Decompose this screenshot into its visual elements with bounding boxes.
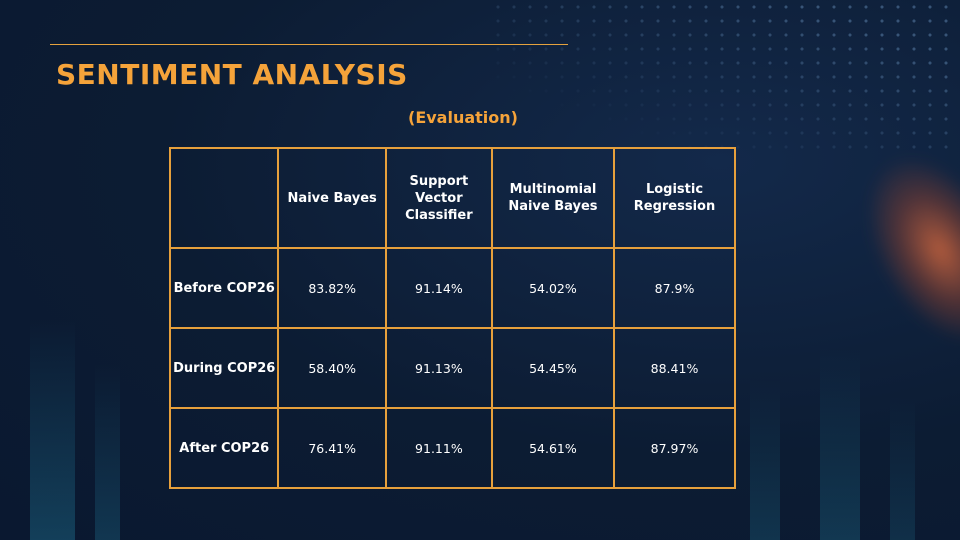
dot-pattern-decoration	[490, 0, 960, 150]
table-cell: 58.40%	[277, 327, 387, 409]
table-corner-cell	[168, 147, 280, 249]
table-cell: 54.61%	[490, 407, 615, 489]
column-header-multinomial-naive-bayes: Multinomial Naive Bayes	[490, 147, 615, 249]
table-cell: 87.97%	[612, 407, 737, 489]
table-row: Before COP26 83.82% 91.14% 54.02% 87.9%	[168, 247, 737, 329]
table-cell: 91.14%	[384, 247, 493, 329]
row-header-during: During COP26	[168, 327, 280, 409]
table-header-row: Naive Bayes Support Vector Classifier Mu…	[168, 147, 737, 249]
evaluation-table: Naive Bayes Support Vector Classifier Mu…	[168, 147, 737, 489]
column-header-support-vector-classifier: Support Vector Classifier	[384, 147, 493, 249]
table-row: After COP26 76.41% 91.11% 54.61% 87.97%	[168, 407, 737, 489]
title-rule	[50, 44, 568, 45]
table-cell: 87.9%	[612, 247, 737, 329]
table-cell: 54.02%	[490, 247, 615, 329]
table-cell: 88.41%	[612, 327, 737, 409]
row-header-after: After COP26	[168, 407, 280, 489]
table-cell: 54.45%	[490, 327, 615, 409]
table-row: During COP26 58.40% 91.13% 54.45% 88.41%	[168, 327, 737, 409]
column-header-naive-bayes: Naive Bayes	[277, 147, 387, 249]
row-header-before: Before COP26	[168, 247, 280, 329]
table-cell: 91.11%	[384, 407, 493, 489]
column-header-logistic-regression: Logistic Regression	[612, 147, 737, 249]
page-subtitle: (Evaluation)	[408, 108, 518, 127]
page-title: SENTIMENT ANALYSIS	[56, 58, 408, 91]
table-cell: 76.41%	[277, 407, 387, 489]
table-cell: 83.82%	[277, 247, 387, 329]
table-cell: 91.13%	[384, 327, 493, 409]
